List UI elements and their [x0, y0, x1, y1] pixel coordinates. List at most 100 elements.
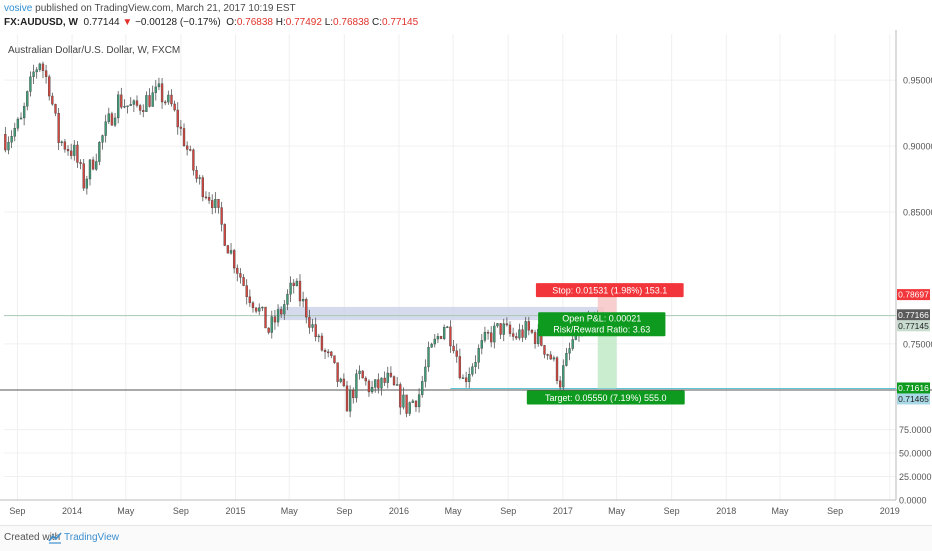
candle-body[interactable] — [283, 304, 286, 315]
candle-body[interactable] — [455, 350, 458, 357]
candle-body[interactable] — [305, 299, 308, 318]
candle-body[interactable] — [358, 370, 361, 375]
candle-body[interactable] — [19, 117, 23, 120]
candle-body[interactable] — [342, 378, 346, 387]
candle-body[interactable] — [405, 394, 408, 414]
candle-body[interactable] — [69, 150, 73, 156]
candle-body[interactable] — [558, 380, 562, 388]
candle-body[interactable] — [223, 224, 226, 246]
candle-body[interactable] — [301, 299, 305, 302]
candle-body[interactable] — [392, 376, 396, 386]
candle-body[interactable] — [41, 63, 45, 71]
candle-body[interactable] — [280, 309, 283, 315]
candle-body[interactable] — [251, 302, 255, 309]
candle-body[interactable] — [51, 95, 54, 105]
candle-body[interactable] — [173, 103, 176, 111]
candle-body[interactable] — [298, 280, 302, 302]
candle-body[interactable] — [446, 326, 449, 329]
candle-body[interactable] — [348, 389, 352, 412]
candle-body[interactable] — [29, 76, 32, 92]
candle-body[interactable] — [261, 306, 264, 309]
candle-body[interactable] — [518, 329, 521, 339]
price-chart[interactable]: Stop: 0.01531 (1.98%) 153.1 Target: 0.055… — [0, 30, 932, 525]
candle-body[interactable] — [443, 326, 446, 339]
candle-body[interactable] — [16, 118, 20, 129]
candle-body[interactable] — [57, 113, 60, 143]
candle-body[interactable] — [38, 63, 41, 70]
candle-body[interactable] — [314, 324, 317, 338]
candle-body[interactable] — [82, 163, 85, 189]
candle-body[interactable] — [571, 339, 574, 349]
candle-body[interactable] — [430, 343, 433, 348]
candle-body[interactable] — [549, 354, 552, 360]
candle-body[interactable] — [264, 306, 267, 329]
candle-body[interactable] — [13, 128, 16, 137]
candle-body[interactable] — [543, 345, 546, 355]
candle-body[interactable] — [468, 373, 471, 382]
candle-body[interactable] — [449, 326, 452, 347]
candle-body[interactable] — [345, 385, 349, 412]
candle-body[interactable] — [336, 362, 339, 382]
candle-body[interactable] — [515, 336, 518, 339]
candle-body[interactable] — [471, 366, 474, 375]
candle-body[interactable] — [226, 245, 230, 254]
candle-body[interactable] — [142, 110, 145, 112]
candle-body[interactable] — [395, 384, 399, 386]
candle-body[interactable] — [248, 296, 252, 304]
candle-body[interactable] — [185, 145, 189, 150]
candle-body[interactable] — [217, 199, 220, 208]
candle-body[interactable] — [32, 71, 35, 78]
candle-body[interactable] — [364, 377, 367, 382]
candle-body[interactable] — [452, 345, 455, 352]
candle-body[interactable] — [182, 128, 186, 147]
candle-body[interactable] — [148, 95, 151, 107]
candle-body[interactable] — [333, 355, 336, 363]
candle-body[interactable] — [101, 135, 104, 143]
candle-body[interactable] — [107, 113, 110, 123]
candle-body[interactable] — [568, 348, 571, 354]
candle-body[interactable] — [370, 387, 374, 393]
candle-body[interactable] — [386, 372, 389, 383]
candle-body[interactable] — [323, 349, 327, 353]
candle-body[interactable] — [311, 324, 314, 328]
candle-body[interactable] — [167, 94, 170, 103]
candle-body[interactable] — [195, 170, 198, 179]
candle-body[interactable] — [402, 394, 405, 408]
candle-body[interactable] — [389, 372, 393, 377]
candle-body[interactable] — [132, 100, 136, 105]
candle-body[interactable] — [480, 340, 483, 349]
candle-body[interactable] — [367, 380, 371, 393]
candle-body[interactable] — [433, 338, 436, 345]
candle-body[interactable] — [527, 321, 530, 331]
candle-body[interactable] — [408, 402, 411, 414]
candle-body[interactable] — [474, 362, 477, 368]
candle-body[interactable] — [120, 94, 123, 108]
candle-body[interactable] — [170, 94, 173, 105]
candle-body[interactable] — [110, 113, 114, 126]
candle-body[interactable] — [439, 336, 443, 339]
author-link[interactable]: vosive — [4, 3, 33, 14]
candle-body[interactable] — [352, 389, 355, 399]
candle-body[interactable] — [63, 141, 67, 150]
candle-body[interactable] — [76, 144, 79, 163]
candle-body[interactable] — [289, 282, 292, 295]
candle-body[interactable] — [355, 373, 358, 399]
candle-body[interactable] — [73, 144, 76, 156]
candle-body[interactable] — [276, 309, 280, 323]
candle-body[interactable] — [95, 161, 98, 170]
candle-body[interactable] — [417, 394, 421, 408]
candle-body[interactable] — [189, 149, 192, 151]
candle-body[interactable] — [414, 400, 418, 408]
candle-body[interactable] — [286, 294, 289, 305]
candle-body[interactable] — [239, 273, 242, 278]
candle-body[interactable] — [320, 335, 324, 351]
candle-body[interactable] — [211, 200, 214, 208]
candle-body[interactable] — [192, 149, 195, 171]
candle-body[interactable] — [436, 336, 440, 340]
candle-body[interactable] — [493, 325, 496, 343]
candle-body[interactable] — [562, 365, 565, 388]
candle-body[interactable] — [490, 332, 493, 343]
candle-body[interactable] — [461, 377, 465, 379]
candle-body[interactable] — [117, 94, 120, 119]
candle-body[interactable] — [54, 103, 57, 114]
